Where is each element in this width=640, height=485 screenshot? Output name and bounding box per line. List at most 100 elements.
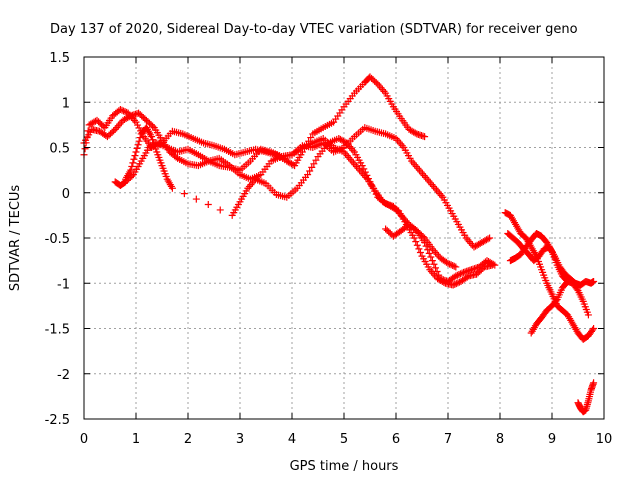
data-point (131, 152, 139, 160)
data-point (133, 144, 141, 152)
data-point (491, 261, 499, 269)
data-point (427, 253, 435, 261)
data-point (421, 133, 429, 141)
y-tick-label: -2 (57, 368, 70, 383)
x-tick-label: 8 (496, 432, 504, 447)
axis-ticks (83, 56, 605, 420)
data-point (127, 166, 135, 174)
data-point (152, 145, 160, 153)
data-point (168, 184, 176, 192)
data-point (411, 225, 419, 233)
data-point (413, 241, 421, 249)
data-point (590, 379, 598, 387)
data-point (590, 325, 598, 332)
data-point (130, 155, 138, 163)
series-arc-4 (122, 124, 460, 271)
y-tick-label: 0 (62, 187, 70, 202)
data-point (116, 105, 124, 113)
data-point (433, 267, 441, 275)
data-point (452, 272, 460, 280)
x-tick-label: 7 (444, 432, 452, 447)
data-point (306, 167, 314, 175)
data-point (449, 281, 457, 289)
data-point (425, 249, 433, 257)
data-point (216, 206, 224, 214)
data-point (428, 257, 436, 265)
x-tick-label: 3 (236, 432, 244, 447)
data-point (453, 271, 461, 279)
data-point (149, 122, 157, 130)
data-marks (80, 73, 598, 416)
data-point (422, 242, 430, 250)
x-tick-label: 10 (596, 432, 613, 447)
data-point (132, 148, 140, 156)
data-point (412, 238, 420, 246)
y-tick-label: 1.5 (49, 51, 70, 66)
y-axis-title: SDTVAR / TECUs (8, 185, 23, 292)
x-tick-label: 6 (392, 432, 400, 447)
data-point (364, 175, 372, 183)
data-point (447, 261, 455, 269)
data-point (369, 184, 377, 192)
x-tick-label: 2 (184, 432, 192, 447)
data-point (312, 156, 320, 164)
x-tick-label: 5 (340, 432, 348, 447)
tick-labels: 0 1 2 3 4 5 6 7 8 9 10 1.5 1 0.5 0 -0.5 -1 -1.5 -2 -2.5 (45, 51, 613, 447)
data-point (304, 171, 312, 179)
data-point (590, 277, 598, 285)
data-point (372, 190, 380, 198)
data-point (451, 280, 459, 288)
y-tick-label: -0.5 (45, 232, 70, 247)
data-point (149, 136, 157, 144)
data-point (310, 160, 318, 168)
data-point (110, 127, 118, 135)
data-point (135, 137, 143, 145)
data-point (415, 245, 423, 253)
data-point (456, 270, 464, 278)
data-point (121, 108, 129, 116)
data-point (489, 260, 497, 268)
data-point (452, 263, 460, 271)
data-point (129, 159, 137, 167)
data-point (81, 145, 89, 153)
data-point (564, 277, 572, 285)
series-arc-5 (382, 220, 499, 285)
data-point (148, 133, 156, 141)
data-point (358, 162, 366, 170)
y-tick-label: -1.5 (45, 323, 70, 338)
y-tick-label: 0.5 (49, 142, 70, 157)
data-point (552, 297, 560, 305)
data-point (118, 106, 126, 114)
series-arc-10 (574, 379, 598, 416)
data-point (172, 153, 180, 161)
data-point (372, 79, 380, 87)
data-point (136, 134, 144, 142)
data-point (432, 264, 440, 272)
data-point (128, 163, 136, 171)
x-axis-title: GPS time / hours (290, 459, 399, 474)
x-tick-label: 9 (548, 432, 556, 447)
data-point (120, 107, 128, 115)
data-point (416, 248, 424, 256)
series-arc-6 (501, 209, 598, 343)
data-point (435, 271, 443, 279)
data-point (452, 280, 460, 288)
data-point (573, 285, 581, 293)
data-point (134, 141, 142, 149)
data-point (204, 201, 212, 209)
data-point (458, 269, 466, 277)
y-tick-label: 1 (62, 96, 70, 111)
data-point (368, 181, 376, 189)
data-point (150, 139, 158, 147)
data-point (360, 165, 368, 173)
data-point (486, 234, 494, 242)
data-point (371, 187, 379, 195)
data-point (584, 311, 592, 319)
data-point (192, 195, 200, 203)
data-point (446, 260, 454, 268)
y-tick-label: -1 (57, 277, 70, 292)
data-point (361, 168, 369, 176)
data-point (410, 234, 418, 242)
data-point (484, 235, 492, 243)
